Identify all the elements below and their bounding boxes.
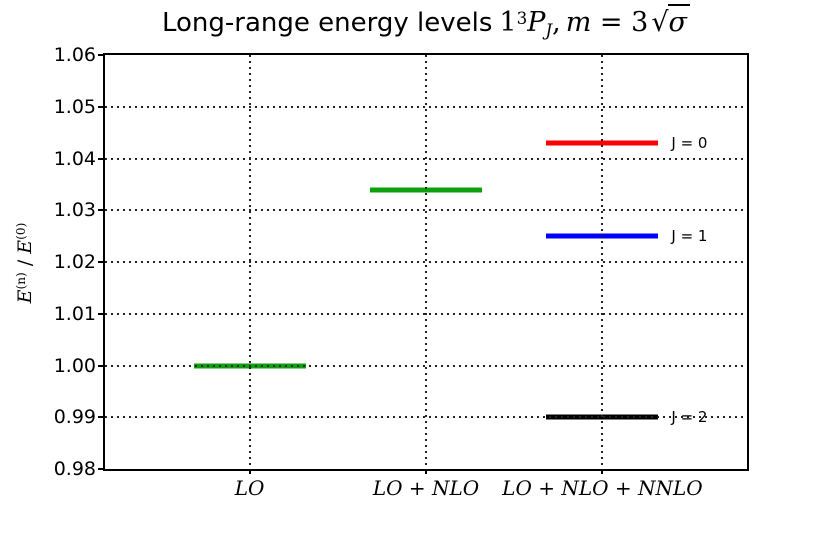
math-sigma-symbol: σ (667, 4, 690, 38)
y-tick-label-0.99: 0.99 (53, 406, 96, 429)
math-principal-number: 1 (499, 7, 517, 38)
math-orbital-letter: P (527, 7, 546, 38)
y-tick-0.98 (98, 468, 105, 470)
y-tick-1.00 (98, 364, 105, 367)
math-spin-superscript: 3 (516, 8, 528, 28)
y-tick-1.01 (98, 312, 105, 315)
y-tick-label-1.02: 1.02 (53, 251, 96, 273)
math-sqrt-sign: √ (651, 7, 669, 38)
level-label-j-1: J = 1 (671, 227, 708, 246)
chart-title: Long-range energy levels 13PJ, m = 3 √σ (103, 4, 749, 40)
chart-title-math: 13PJ, m = 3 √σ (499, 4, 690, 40)
math-j-subscript: J (545, 20, 553, 40)
math-coefficient: 3 (631, 7, 649, 38)
v-gridline-3 (601, 55, 604, 469)
y-tick-0.99 (98, 416, 105, 419)
y-tick-1.03 (98, 209, 105, 212)
y-tick-label-0.98: 0.98 (53, 458, 96, 480)
x-tick-label-1: LO (234, 476, 265, 500)
x-tick-3 (601, 469, 604, 474)
chart-title-text: Long-range energy levels (162, 8, 493, 38)
x-tick-1 (248, 469, 251, 474)
y-tick-1.06 (98, 54, 105, 56)
y-tick-label-1.01: 1.01 (53, 302, 96, 325)
plot-area: J = 0 J = 1 J = 2 0.98 0.99 1.00 1.01 1.02 1.03 1… (54, 44, 749, 500)
y-tick-1.05 (98, 105, 105, 108)
x-tick-2 (425, 469, 427, 474)
level-label-j-0: J = 0 (671, 133, 708, 152)
v-gridline-2 (425, 55, 427, 469)
v-gridline-1 (248, 55, 251, 469)
x-tick-label-2: LO + NLO (372, 476, 480, 500)
y-axis-label: E(n) / E(0) (14, 222, 36, 304)
math-comma: , (552, 7, 561, 38)
level-label-j-2: J = 2 (671, 408, 708, 427)
x-tick-label-3: LO + NLO + NNLO (502, 476, 703, 500)
y-tick-label-1.03: 1.03 (53, 199, 96, 222)
y-tick-label-1.00: 1.00 (53, 354, 96, 377)
y-tick-1.02 (98, 261, 105, 263)
y-tick-label-1.06: 1.06 (53, 44, 96, 66)
math-equals: = (591, 7, 632, 38)
math-mass-symbol: m (565, 7, 592, 38)
y-tick-label-1.05: 1.05 (53, 95, 96, 118)
y-tick-label-1.04: 1.04 (53, 147, 96, 170)
y-tick-1.04 (98, 157, 105, 160)
